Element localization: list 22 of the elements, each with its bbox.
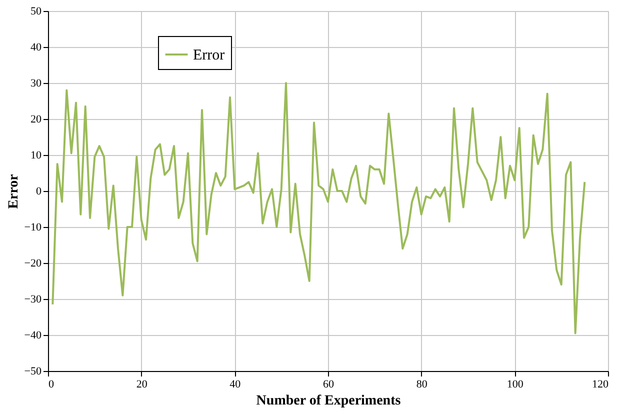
y-tick-label: 40 [30,42,42,54]
x-tick-label: 120 [592,378,609,390]
x-tick-label: 100 [506,378,524,390]
y-tick-label: −40 [24,330,42,342]
x-tick-label: 40 [230,378,242,390]
y-tick-label: −50 [24,366,42,378]
y-tick-label: 50 [30,6,42,18]
x-axis-title: Number of Experiments [256,394,402,408]
legend-label: Error [193,48,225,64]
y-tick-label: 30 [30,78,42,90]
line-series [52,82,586,334]
y-tick-label: −20 [24,258,42,270]
x-tick-label: 20 [136,378,148,390]
x-tick-label: 80 [416,378,428,390]
y-tick-label: −30 [24,294,42,306]
x-tick-label: 0 [48,378,54,390]
y-tick-label: 20 [30,114,42,126]
x-tick-label: 60 [323,378,334,390]
y-axis-title: Error [6,174,22,209]
y-tick-label: 0 [36,186,42,198]
y-tick-label: 10 [30,150,42,162]
y-tick-label: −10 [24,222,42,234]
